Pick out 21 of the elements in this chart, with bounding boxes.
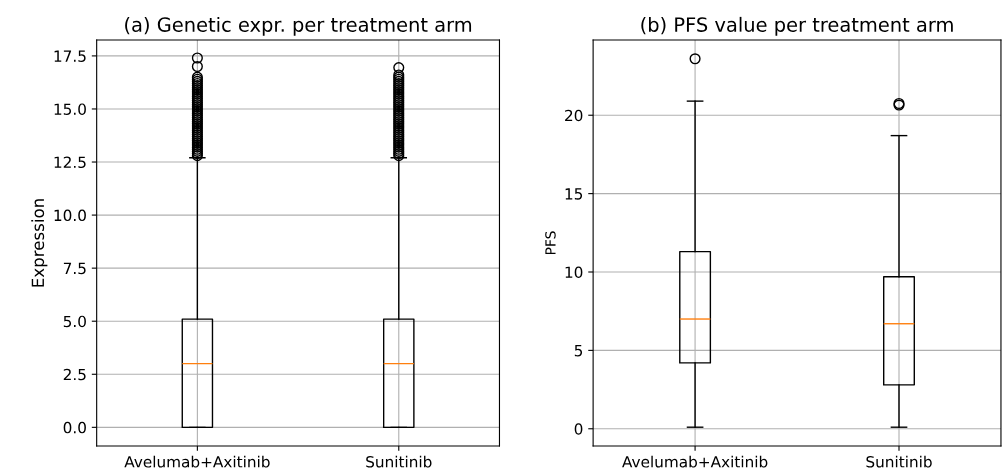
chart-title: (a) Genetic expr. per treatment arm — [125, 16, 472, 36]
y-tick-label: 10.0 — [54, 209, 86, 222]
y-tick-label: 10 — [565, 266, 583, 279]
y-tick-label: 20 — [565, 109, 583, 122]
x-tick-label: Sunitinib — [866, 455, 932, 468]
y-tick-label: 15 — [565, 188, 583, 200]
x-tick-label: Sunitinib — [366, 455, 432, 468]
y-tick-label: 0 — [574, 423, 583, 435]
y-tick-label: 17.5 — [54, 50, 86, 62]
y-tick-label: 5 — [574, 345, 583, 357]
y-tick-label: 15.0 — [54, 103, 86, 115]
y-tick-label: 0.0 — [63, 421, 86, 434]
x-tick-label: Avelumab+Axitinib — [622, 455, 768, 468]
y-tick-label: 12.5 — [54, 156, 86, 169]
chart-title: (b) PFS value per treatment arm — [641, 16, 953, 36]
y-axis-title: PFS — [545, 231, 556, 255]
y-axis-title: Expression — [31, 199, 48, 287]
x-tick-label: Avelumab+Axitinib — [124, 455, 270, 468]
y-tick-label: 5.0 — [63, 315, 86, 328]
y-tick-label: 7.5 — [63, 262, 86, 275]
y-tick-label: 2.5 — [63, 368, 86, 381]
